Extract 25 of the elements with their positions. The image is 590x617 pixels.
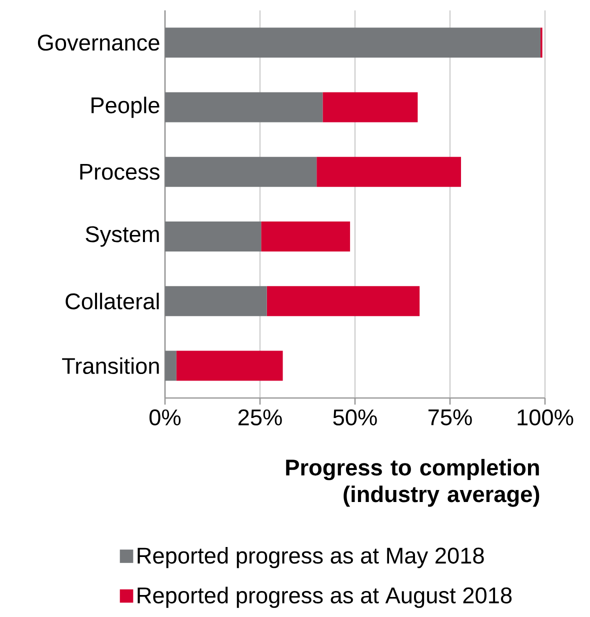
- x-tick-label: 75%: [428, 409, 472, 426]
- x-tick-label: 100%: [518, 409, 574, 426]
- bar: [165, 92, 323, 122]
- x-axis-title: Progress to completion (industry average): [286, 458, 540, 507]
- bar: [165, 28, 540, 58]
- y-tick-label: People: [92, 96, 160, 118]
- bar: [165, 156, 317, 187]
- y-tick-label: System: [86, 226, 159, 247]
- bar: [316, 156, 462, 187]
- y-tick-label: Transition: [62, 357, 159, 374]
- bar: [176, 350, 283, 381]
- y-tick-label: Governance: [38, 34, 160, 51]
- bar: [165, 350, 176, 381]
- x-tick-label: 50%: [333, 409, 377, 426]
- bar: [322, 92, 418, 122]
- bar: [165, 221, 262, 252]
- bar: [266, 286, 420, 316]
- legend-label: Reported progress as at August 2018: [138, 586, 512, 608]
- x-tick-label: 0%: [150, 409, 181, 426]
- y-tick-label: Collateral: [66, 292, 159, 310]
- x-tick-label: 25%: [238, 409, 282, 426]
- y-tick-label: Process: [80, 164, 160, 180]
- bar: [261, 221, 350, 252]
- bar: [165, 286, 267, 316]
- legend-label: Reported progress as at May 2018: [138, 547, 484, 568]
